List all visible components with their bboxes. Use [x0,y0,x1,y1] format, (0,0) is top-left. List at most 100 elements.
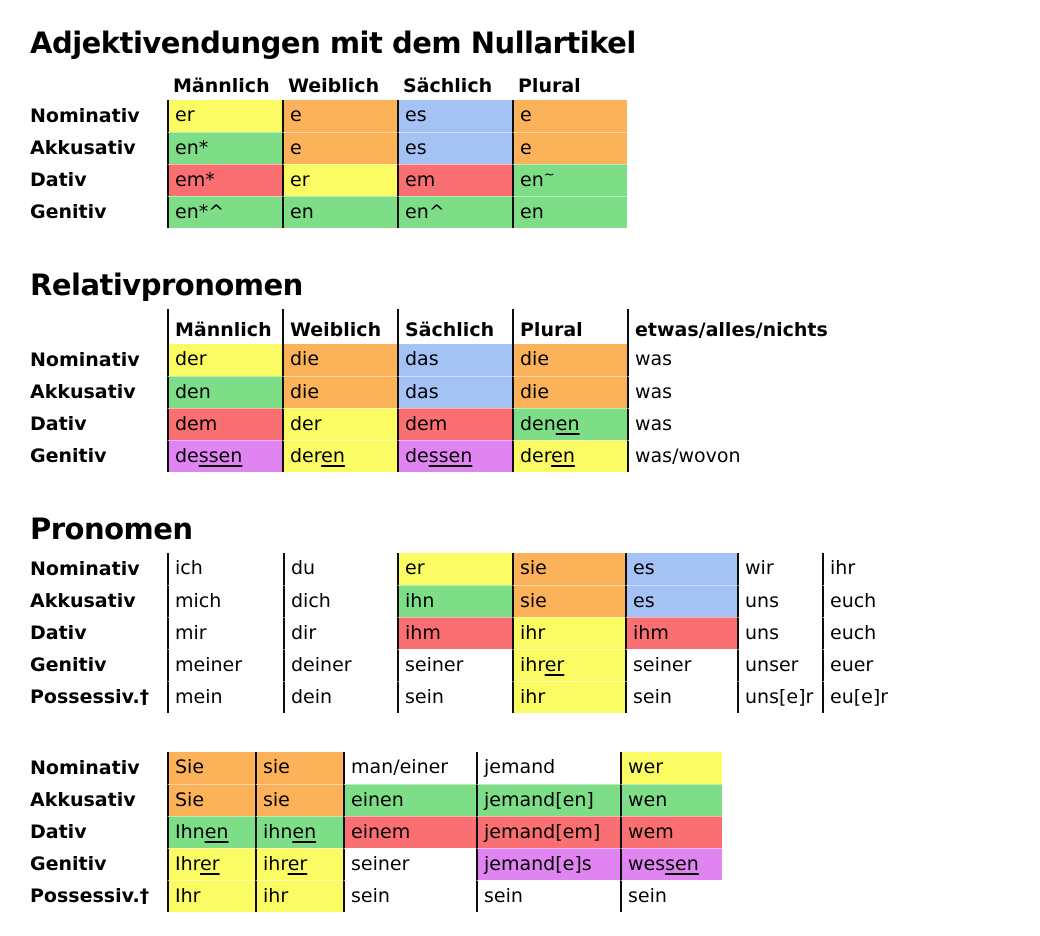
table-cell: das [397,344,512,376]
table-cell: ihr [512,617,625,649]
table-cell: euer [822,649,910,681]
table-cell: seiner [397,649,512,681]
row-label: Genitiv [30,853,107,875]
table-cell: wer [620,752,722,784]
adjektivendungen-table: Männlich Weiblich Sächlich Plural Nominativ e… [30,72,627,228]
row-label: Akkusativ [30,381,136,403]
table-cell: deren [512,440,627,472]
table-cell: sein [343,880,476,912]
table-cell: seiner [343,848,476,880]
table-cell: uns [737,617,822,649]
table-cell: ihm [397,617,512,649]
table-cell: der [282,408,397,440]
table-cell: wir [737,553,822,585]
table-cell: euch [822,617,910,649]
row-label: Genitiv [30,654,107,676]
table-cell: deiner [283,649,397,681]
table-cell: e [282,100,397,132]
table-cell: jemand[em] [476,816,620,848]
table-cell: e [512,132,627,164]
section-title-relativpronomen: Relativpronomen [30,268,303,302]
table-cell: em [397,164,512,196]
column-header: Plural [512,309,627,344]
table-cell: Ihr [167,880,255,912]
column-header: Sächlich [403,75,493,97]
table-cell: was [627,344,802,376]
table-cell: ihrer [255,848,343,880]
table-cell: sie [512,553,625,585]
header-spacer [30,309,167,344]
table-cell: en~ [512,164,627,196]
table-cell: Ihrer [167,848,255,880]
table-cell: einem [343,816,476,848]
table-cell: Sie [167,752,255,784]
table-cell: du [283,553,397,585]
table-row: Genitiv dessen deren dessen deren was/wovon [30,440,802,472]
table-row: Possessiv.† mein dein sein ihr sein uns[e]r eu[… [30,681,910,713]
table-cell: sie [512,585,625,617]
table-cell: mich [167,585,283,617]
row-label: Nominativ [30,558,140,580]
table-cell: em* [167,164,282,196]
table-cell: die [282,344,397,376]
table-row: Dativ dem der dem denen was [30,408,802,440]
table-cell: mir [167,617,283,649]
table-row: Dativ Ihnen ihnen einem jemand[em] wem [30,816,722,848]
table-cell: e [282,132,397,164]
table-cell: was [627,376,802,408]
table-cell: sein [397,681,512,713]
row-label: Genitiv [30,445,107,467]
table-row: Genitiv Ihrer ihrer seiner jemand[e]s wessen [30,848,722,880]
table-cell: jemand[en] [476,784,620,816]
table-cell: einen [343,784,476,816]
table-cell: uns[e]r [737,681,822,713]
table-cell: sie [255,752,343,784]
table-cell: er [397,553,512,585]
row-label: Akkusativ [30,137,136,159]
table-cell: e [512,100,627,132]
personalpronomen-table: Nominativ ich du er sie es wir ihr Akkusativ mich… [30,553,910,713]
row-label: Akkusativ [30,590,136,612]
table-cell: dessen [397,440,512,472]
table-cell: eu[e]r [822,681,910,713]
section-title-pronomen: Pronomen [30,512,193,546]
table-cell: ihrer [512,649,625,681]
table-cell: ich [167,553,283,585]
table-cell: deren [282,440,397,472]
table-row: Nominativ der die das die was [30,344,802,376]
row-label: Dativ [30,821,87,843]
row-label: Possessiv.† [30,686,150,708]
table-cell: wem [620,816,722,848]
row-label: Dativ [30,622,87,644]
indefinitpronomen-table: Nominativ Sie sie man/einer jemand wer Akkusat… [30,752,722,912]
table-cell: en* [167,132,282,164]
row-label: Genitiv [30,201,107,223]
table-cell: ihr [822,553,910,585]
table-row: Akkusativ den die das die was [30,376,802,408]
table-cell: jemand [476,752,620,784]
table-cell: dem [167,408,282,440]
table-cell: es [625,553,737,585]
table-cell: uns [737,585,822,617]
table-cell: es [397,132,512,164]
row-label: Dativ [30,169,87,191]
row-label: Nominativ [30,757,140,779]
table-cell: dich [283,585,397,617]
table-cell: der [167,344,282,376]
column-header: Männlich [173,75,270,97]
table-cell: dem [397,408,512,440]
table-cell: ihr [512,681,625,713]
table-row: Nominativ er e es e [30,100,627,132]
header-row: Männlich Weiblich Sächlich Plural etwas/alle… [30,309,828,344]
table-cell: es [397,100,512,132]
section-title-adjektivendungen: Adjektivendungen mit dem Nullartikel [30,26,636,60]
table-cell: meiner [167,649,283,681]
table-cell: den [167,376,282,408]
table-cell: jemand[e]s [476,848,620,880]
table-cell: dessen [167,440,282,472]
table-cell: es [625,585,737,617]
table-cell: wessen [620,848,722,880]
column-header: Plural [518,75,581,97]
column-header: etwas/alles/nichts [627,309,828,344]
